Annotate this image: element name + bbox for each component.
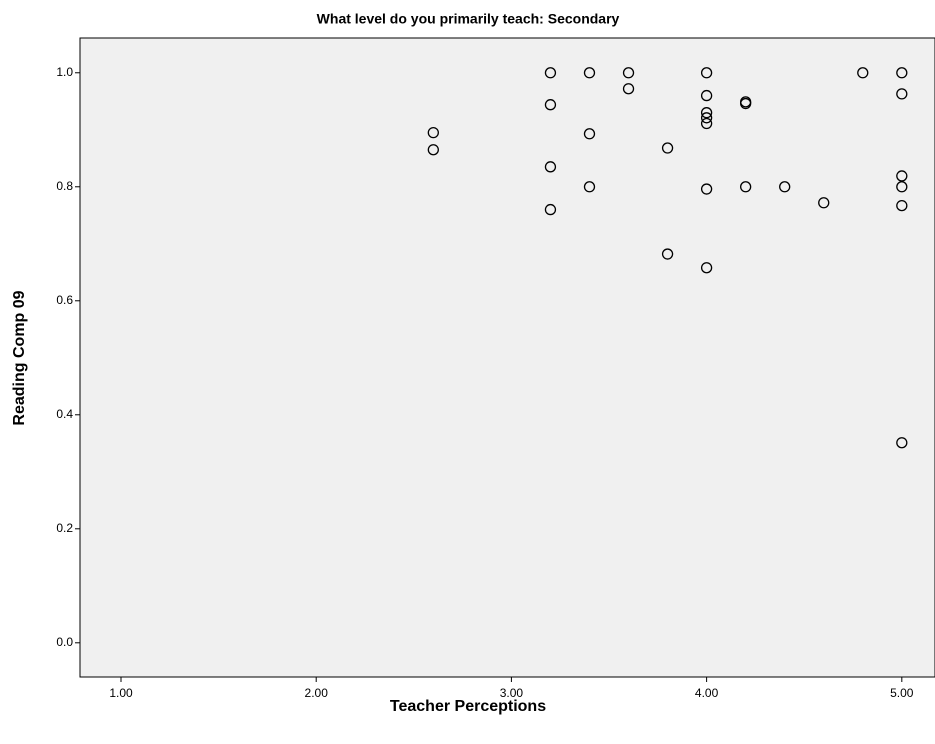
x-tick-label: 5.00 <box>890 686 914 700</box>
point <box>622 83 635 95</box>
point <box>896 181 908 193</box>
point <box>896 199 908 212</box>
point <box>583 128 596 140</box>
point <box>700 112 713 124</box>
x-tick-label: 3.00 <box>500 686 524 700</box>
point <box>427 126 439 139</box>
point <box>896 437 908 449</box>
point <box>896 67 908 79</box>
y-tick-label: 0.8 <box>56 179 73 193</box>
y-tick-label: 0.0 <box>56 635 73 649</box>
x-tick-label: 4.00 <box>695 686 719 700</box>
point <box>779 181 791 193</box>
point <box>700 183 713 195</box>
point <box>583 67 596 79</box>
point <box>661 142 674 154</box>
y-tick-label: 0.2 <box>56 521 73 535</box>
x-tick-label: 1.00 <box>109 686 133 700</box>
y-tick-label: 0.4 <box>56 407 73 421</box>
point <box>700 262 713 274</box>
point <box>700 117 713 130</box>
y-tick-label: 0.6 <box>56 293 73 307</box>
point <box>622 67 635 79</box>
y-axis-label: Reading Comp 09 <box>11 290 28 425</box>
point <box>818 197 830 209</box>
point <box>661 248 674 260</box>
point <box>427 144 439 156</box>
x-tick-label: 2.00 <box>305 686 329 700</box>
point <box>896 170 908 182</box>
plot-area <box>79 37 935 678</box>
point <box>544 67 557 79</box>
point <box>544 203 557 216</box>
point <box>740 181 752 193</box>
point <box>544 161 557 173</box>
chart-title: What level do you primarily teach: Secon… <box>317 11 620 27</box>
y-tick-label: 1.0 <box>56 65 73 79</box>
point <box>544 99 557 111</box>
point <box>583 181 596 193</box>
point <box>700 67 713 79</box>
point <box>700 107 713 119</box>
point <box>740 97 752 110</box>
point <box>857 67 869 79</box>
point <box>896 88 908 100</box>
x-axis-label: Teacher Perceptions <box>390 698 546 715</box>
point <box>700 89 713 102</box>
